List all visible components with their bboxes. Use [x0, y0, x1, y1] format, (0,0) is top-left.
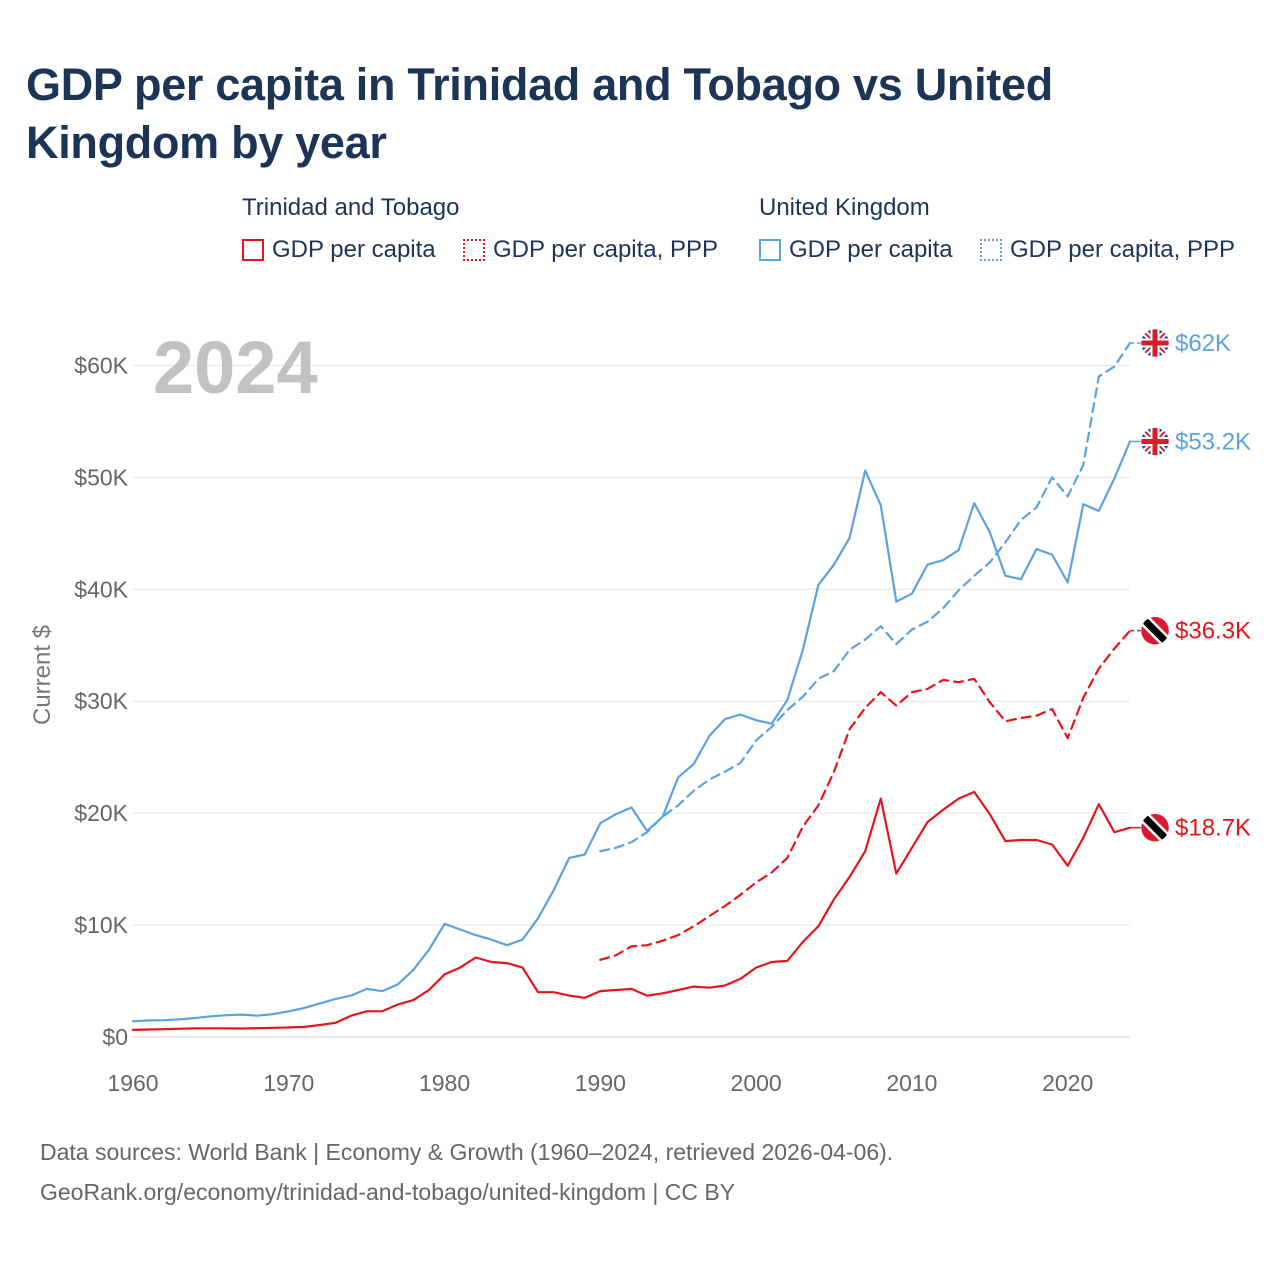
legend-item-tt-gdp[interactable]: GDP per capita: [242, 236, 436, 264]
y-tick-label: $0: [102, 1024, 128, 1050]
y-tick-label: $50K: [74, 464, 128, 490]
legend-label: GDP per capita, PPP: [493, 236, 718, 263]
series-line-united-kingdom-ppp: [599, 341, 1132, 853]
legend-item-uk-gdp[interactable]: GDP per capita: [759, 236, 953, 264]
tt-flag-icon: [1140, 813, 1170, 842]
footer-sources: Data sources: World Bank | Economy & Gro…: [40, 1139, 894, 1165]
x-tick-label: 1960: [107, 1070, 158, 1096]
year-label: 2024: [153, 326, 318, 409]
end-markers: $62K $53.2K $36.3K $18.7K: [1130, 328, 1251, 842]
x-tick-label: 2000: [731, 1070, 782, 1096]
tt-flag-icon: [1140, 616, 1170, 645]
line-chart: $0 $10K $20K $30K $40K $50K $60K 1960 1970 1980 19…: [29, 326, 1251, 1096]
uk-flag-icon: [1140, 427, 1170, 456]
gridlines: [133, 364, 1130, 1038]
legend-swatch-dotted-red: [463, 239, 485, 261]
end-value-label: $18.7K: [1175, 815, 1251, 842]
series-lines: [131, 341, 1132, 1031]
flag-fill: [1141, 427, 1169, 456]
y-tick-label: $60K: [74, 352, 128, 378]
chart-title: GDP per capita in Trinidad and Tobago vs…: [26, 59, 1053, 168]
flag-ring: [1140, 616, 1170, 645]
flag-fill: [1141, 813, 1169, 842]
legend-group-uk: United Kingdom: [759, 194, 930, 221]
legend-swatch-solid-red: [242, 239, 264, 261]
y-tick-label: $20K: [74, 800, 128, 826]
y-tick-label: $30K: [74, 688, 128, 714]
end-value-label: $53.2K: [1175, 429, 1251, 456]
legend-group-tt: Trinidad and Tobago: [242, 194, 460, 221]
y-tick-label: $10K: [74, 912, 128, 938]
legend-label: GDP per capita, PPP: [1010, 236, 1235, 263]
x-tick-label: 1970: [263, 1070, 314, 1096]
flag-ring: [1140, 427, 1170, 456]
x-tick-label: 1980: [419, 1070, 470, 1096]
legend-item-tt-ppp[interactable]: GDP per capita, PPP: [463, 236, 718, 264]
end-value-label: $62K: [1175, 330, 1231, 357]
legend-label: GDP per capita: [789, 236, 953, 263]
series-line-trinidad-and-tobago-ppp: [599, 629, 1132, 961]
legend-item-uk-ppp[interactable]: GDP per capita, PPP: [980, 236, 1235, 264]
legend-label: GDP per capita: [272, 236, 436, 263]
y-axis-title: Current $: [29, 625, 56, 725]
y-tick-label: $40K: [74, 576, 128, 602]
flag-fill: [1141, 616, 1169, 645]
series-line-trinidad-and-tobago: [131, 790, 1132, 1031]
x-tick-label: 1990: [575, 1070, 626, 1096]
flag-cross-red-v: [1152, 427, 1158, 456]
flag-cross-red-v: [1152, 329, 1158, 357]
x-tick-label: 2010: [886, 1070, 937, 1096]
end-value-label: $36.3K: [1175, 618, 1251, 645]
footer-attribution[interactable]: GeoRank.org/economy/trinidad-and-tobago/…: [40, 1179, 736, 1205]
series-line-united-kingdom: [131, 440, 1132, 1023]
x-tick-label: 2020: [1042, 1070, 1093, 1096]
axes: $0 $10K $20K $30K $40K $50K $60K 1960 1970 1980 19…: [74, 352, 1093, 1096]
flag-ring: [1140, 328, 1170, 358]
legend-swatch-dotted-blue: [980, 239, 1002, 261]
legend-swatch-solid-blue: [759, 239, 781, 261]
uk-flag-icon: [1140, 328, 1170, 358]
flag-ring: [1140, 813, 1170, 842]
flag-fill: [1141, 329, 1169, 357]
